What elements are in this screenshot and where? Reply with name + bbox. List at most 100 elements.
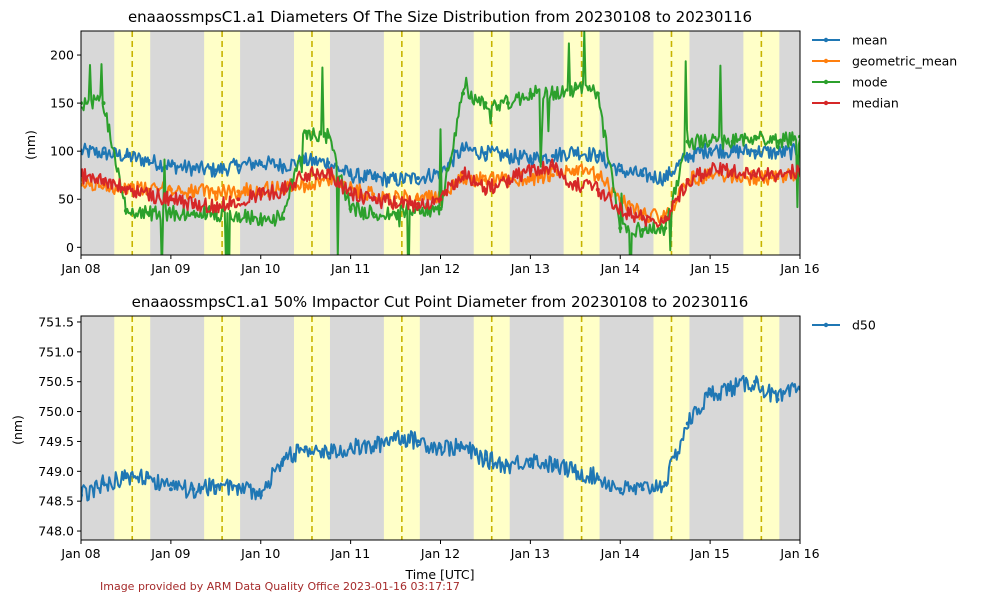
data-point: [258, 216, 263, 221]
data-point: [573, 182, 578, 187]
data-point: [640, 173, 645, 178]
data-point: [101, 151, 106, 156]
data-point: [191, 166, 196, 171]
data-point: [753, 149, 758, 154]
chart-title: enaaossmpsC1.a1 Diameters Of The Size Di…: [128, 8, 752, 26]
y-tick-label: 750.0: [38, 404, 74, 419]
data-point: [168, 197, 173, 202]
diameters-chart: enaaossmpsC1.a1 Diameters Of The Size Di…: [23, 8, 957, 276]
series-line-median: [81, 158, 800, 228]
series-line-d50: [81, 374, 800, 502]
data-point: [483, 457, 488, 462]
legend-label: mode: [852, 75, 888, 90]
x-tick-label: Jan 15: [690, 546, 730, 561]
data-point: [595, 475, 600, 480]
credit-text: Image provided by ARM Data Quality Offic…: [100, 580, 460, 593]
data-point: [281, 187, 286, 192]
x-tick-label: Jan 10: [240, 261, 280, 276]
data-point: [595, 187, 600, 192]
data-point: [236, 214, 241, 219]
x-tick-label: Jan 12: [420, 261, 460, 276]
plot-area: [81, 31, 800, 255]
data-point: [303, 445, 308, 450]
data-point: [685, 154, 690, 158]
data-point: [708, 139, 713, 144]
data-point: [123, 475, 128, 480]
data-point: [685, 421, 690, 426]
data-point: [461, 147, 465, 152]
data-point: [775, 151, 780, 156]
data-point: [775, 173, 780, 178]
data-point: [191, 189, 196, 194]
data-point: [213, 211, 218, 216]
data-point: [371, 176, 376, 181]
data-point: [168, 163, 173, 168]
x-axis-label: Time [UTC]: [404, 567, 474, 582]
legend-label: median: [852, 96, 899, 111]
data-point: [326, 134, 331, 139]
night-background: [81, 316, 800, 540]
data-point: [640, 228, 645, 232]
data-point: [371, 211, 376, 216]
legend-label: geometric_mean: [852, 54, 957, 69]
data-point: [528, 156, 533, 161]
y-tick-label: 750.5: [38, 374, 74, 389]
data-point: [168, 211, 173, 216]
x-tick-label: Jan 13: [510, 261, 550, 276]
data-point: [371, 192, 376, 197]
data-point: [528, 91, 533, 96]
data-point: [528, 168, 533, 173]
data-point: [573, 149, 578, 154]
data-point: [101, 101, 106, 106]
y-tick-label: 150: [50, 96, 74, 111]
data-point: [371, 197, 376, 202]
data-point: [505, 154, 510, 158]
data-point: [146, 192, 151, 197]
legend-marker: [823, 79, 829, 85]
data-point: [640, 487, 645, 492]
data-point: [348, 445, 353, 450]
data-point: [663, 218, 668, 223]
data-point: [101, 481, 106, 486]
data-point: [483, 178, 488, 182]
data-point: [258, 493, 263, 498]
data-point: [438, 206, 443, 211]
x-tick-label: Jan 14: [600, 546, 640, 561]
data-point: [505, 101, 510, 106]
y-tick-label: 748.0: [38, 524, 74, 539]
data-point: [595, 154, 600, 158]
data-point: [685, 178, 690, 182]
data-point: [708, 168, 713, 173]
data-point: [348, 206, 353, 211]
data-point: [595, 91, 600, 96]
data-point: [438, 445, 443, 450]
x-tick-label: Jan 09: [150, 261, 190, 276]
data-point: [550, 91, 555, 96]
data-point: [258, 160, 263, 165]
x-tick-label: Jan 08: [60, 546, 100, 561]
data-point: [393, 202, 398, 206]
y-tick-label: 200: [50, 48, 74, 63]
data-point: [213, 484, 218, 489]
data-point: [371, 445, 376, 450]
legend-marker: [823, 322, 829, 328]
x-tick-label: Jan 16: [779, 261, 819, 276]
y-tick-label: 749.0: [38, 464, 74, 479]
data-point: [685, 139, 690, 144]
data-point: [236, 189, 241, 194]
data-point: [753, 173, 758, 178]
data-point: [416, 202, 420, 206]
data-point: [303, 129, 308, 134]
y-tick-label: 0: [66, 240, 74, 255]
data-point: [416, 197, 420, 202]
data-point: [168, 187, 173, 192]
data-point: [191, 487, 196, 492]
chart-title: enaaossmpsC1.a1 50% Impactor Cut Point D…: [132, 293, 749, 311]
data-point: [730, 168, 735, 173]
data-point: [146, 158, 151, 163]
y-tick-label: 751.5: [38, 314, 74, 329]
data-point: [618, 206, 623, 211]
d50-chart: enaaossmpsC1.a1 50% Impactor Cut Point D…: [10, 293, 876, 582]
data-point: [753, 379, 758, 384]
